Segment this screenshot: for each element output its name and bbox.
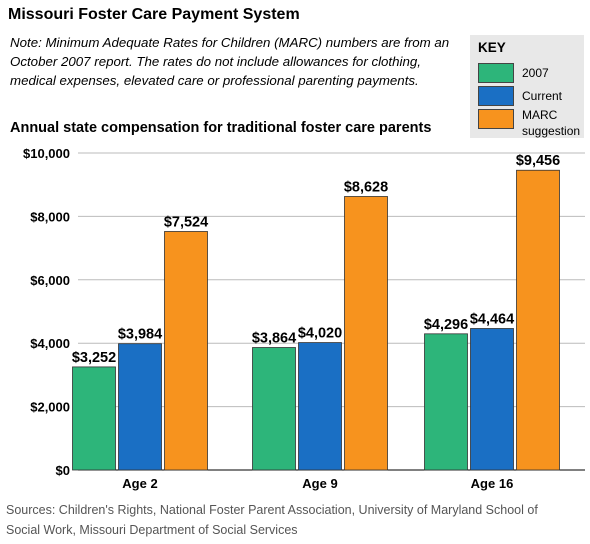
bar	[72, 366, 116, 471]
chart-subtitle: Annual state compensation for traditiona…	[10, 120, 432, 136]
y-tick-label: $4,000	[30, 336, 70, 351]
data-label: $3,984	[118, 327, 162, 343]
bar	[298, 342, 342, 471]
bar	[252, 347, 296, 471]
x-tick-label: Age 16	[471, 476, 514, 491]
legend-swatch-current	[478, 86, 514, 106]
bar	[344, 196, 388, 471]
data-label: $7,524	[164, 214, 208, 230]
data-label: $9,456	[516, 153, 560, 169]
data-label: $3,864	[252, 331, 296, 347]
y-tick-label: $10,000	[23, 146, 70, 161]
legend-label-current: Current	[522, 89, 563, 103]
note-text: Note: Minimum Adequate Rates for Childre…	[10, 35, 450, 88]
y-tick-label: $8,000	[30, 209, 70, 224]
data-label: $4,464	[470, 311, 514, 327]
data-label: $3,252	[72, 350, 116, 366]
bar	[516, 169, 560, 471]
data-label: $8,628	[344, 179, 388, 195]
bar	[424, 333, 468, 471]
legend-title: KEY	[478, 40, 506, 55]
data-label: $4,296	[424, 317, 468, 333]
data-label: $4,020	[298, 326, 342, 342]
chart-title: Missouri Foster Care Payment System	[8, 6, 300, 23]
legend-swatch-2007	[478, 63, 514, 83]
y-tick-label: $6,000	[30, 273, 70, 288]
x-tick-label: Age 9	[302, 476, 337, 491]
bar-chart: $0$2,000$4,000$6,000$8,000$10,000$3,252$…	[23, 146, 585, 491]
legend-label-marc: MARC suggestion	[522, 108, 581, 138]
bar	[470, 328, 514, 471]
source-text: Sources: Children's Rights, National Fos…	[6, 503, 538, 537]
legend-swatch-marc	[478, 109, 514, 129]
legend-label-2007: 2007	[522, 66, 549, 80]
bar	[118, 343, 162, 471]
y-tick-label: $0	[56, 463, 70, 478]
bar	[164, 231, 208, 471]
legend: KEY 2007 Current MARC suggestion	[470, 35, 584, 138]
y-tick-label: $2,000	[30, 400, 70, 415]
x-tick-label: Age 2	[122, 476, 157, 491]
